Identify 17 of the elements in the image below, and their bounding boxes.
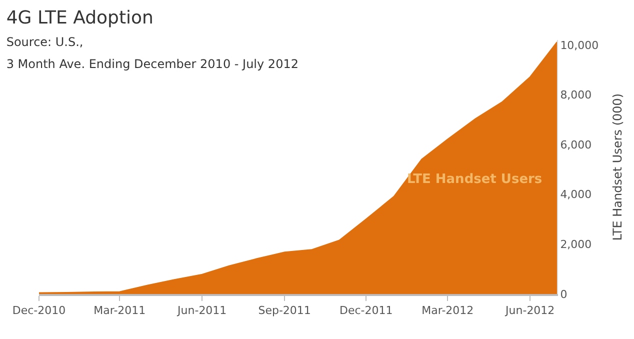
y-tick-label: 4,000 bbox=[560, 188, 592, 202]
x-tick-label: Dec-2011 bbox=[339, 304, 393, 318]
x-tick-label: Jun-2011 bbox=[176, 304, 227, 318]
x-tick-label: Mar-2012 bbox=[422, 304, 474, 318]
series-label: LTE Handset Users bbox=[407, 172, 542, 187]
text: Source: U.S., 3 Month Ave. Ending December 2010 - July 2012 bbox=[6, 34, 298, 71]
x-tick-label: Sep-2011 bbox=[258, 304, 311, 318]
x-tick-label: Mar-2011 bbox=[94, 304, 146, 318]
y-tick-label: 2,000 bbox=[560, 238, 592, 252]
y-tick-label: 6,000 bbox=[560, 138, 592, 152]
y-axis-title: LTE Handset Users (000) bbox=[610, 93, 625, 241]
x-tick-label: Jun-2012 bbox=[504, 304, 555, 318]
y-tick-label: 0 bbox=[560, 288, 568, 301]
y-tick-label: 8,000 bbox=[560, 88, 592, 102]
chart-title: 4G LTE Adoption bbox=[6, 8, 154, 29]
x-tick-label: Dec-2010 bbox=[12, 304, 66, 318]
y-tick-label: 10,000 bbox=[560, 38, 599, 52]
